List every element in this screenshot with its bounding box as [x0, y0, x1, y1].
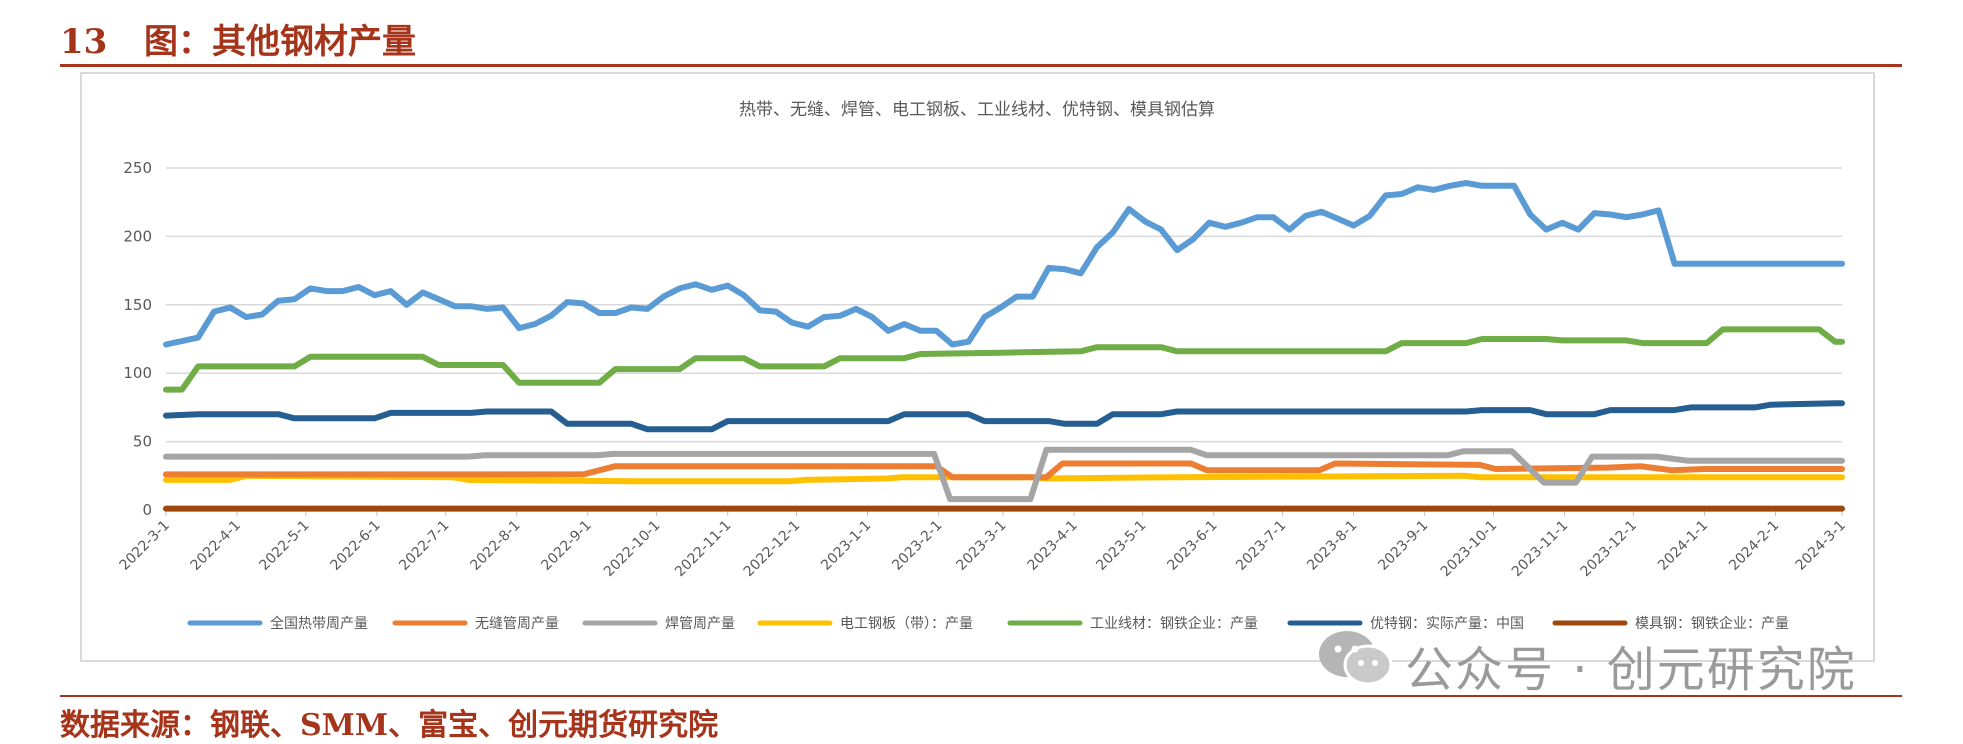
- figure-title-text: 图：其他钢材产量: [144, 22, 416, 62]
- legend: 全国热带周产量 无缝管周产量 焊管周产量 电工钢板（带）：产量 工业线材：钢铁企业：产量…: [187, 615, 1789, 632]
- wechat-icon: [1319, 631, 1393, 686]
- legend-label-4: 工业线材：钢铁企业：产量: [1090, 615, 1258, 632]
- figure-title: 13 图：其他钢材产量: [60, 14, 416, 62]
- y-tick-label: 250: [123, 159, 152, 177]
- x-tick-label: 2022-5-1: [256, 518, 312, 574]
- x-tick-label: 2022-12-1: [741, 518, 804, 581]
- x-tick-label: 2022-7-1: [396, 518, 452, 574]
- x-tick-label: 2023-4-1: [1025, 518, 1081, 574]
- y-tick-label: 150: [123, 296, 152, 314]
- y-tick-label: 0: [142, 501, 152, 519]
- source-note: 数据来源：钢联、SMM、富宝、创元期货研究院: [60, 708, 719, 743]
- legend-label-1: 无缝管周产量: [475, 616, 559, 632]
- x-tick-label: 2023-12-1: [1578, 518, 1641, 581]
- x-tick-label: 2022-3-1: [117, 518, 173, 574]
- x-tick-label: 2022-4-1: [188, 518, 244, 574]
- y-tick-label: 200: [123, 227, 152, 245]
- watermark-text: 公众号 · 创元研究院: [1405, 642, 1857, 698]
- watermark: 公众号 · 创元研究院: [1310, 622, 1920, 698]
- bottom-rule: [60, 695, 1902, 697]
- x-tick-label: 2023-9-1: [1375, 518, 1431, 574]
- x-tick-label: 2023-3-1: [953, 518, 1009, 574]
- x-axis: 2022-3-1 2022-4-1 2022-5-1 2022-6-1 2022-7-1…: [117, 510, 1849, 580]
- series-lines: [163, 180, 1845, 512]
- x-tick-label: 2023-7-1: [1233, 518, 1289, 574]
- y-tick-label: 50: [133, 433, 152, 451]
- x-tick-label: 2022-10-1: [601, 518, 664, 581]
- series-line-4: [163, 326, 1845, 393]
- x-tick-label: 2024-2-1: [1726, 518, 1782, 574]
- legend-label-6: 模具钢：钢铁企业：产量: [1635, 615, 1789, 632]
- x-tick-label: 2023-8-1: [1304, 518, 1360, 574]
- top-rule: [60, 64, 1902, 67]
- legend-label-5: 优特钢：实际产量：中国: [1370, 616, 1524, 632]
- y-tick-label: 100: [123, 364, 152, 382]
- series-line-1: [163, 460, 1845, 481]
- series-line-2: [163, 446, 1845, 503]
- x-tick-label: 2023-11-1: [1509, 518, 1572, 581]
- x-tick-label: 2023-2-1: [889, 518, 945, 574]
- x-tick-label: 2024-1-1: [1655, 518, 1711, 574]
- legend-label-3: 电工钢板（带）：产量: [840, 616, 973, 632]
- legend-label-2: 焊管周产量: [665, 616, 735, 632]
- chart-title: 热带、无缝、焊管、电工钢板、工业线材、优特钢、模具钢估算: [739, 100, 1215, 120]
- x-tick-label: 2022-8-1: [467, 518, 523, 574]
- chart-frame: [80, 72, 1875, 662]
- series-line-0: [163, 180, 1845, 348]
- x-tick-label: 2022-6-1: [328, 518, 384, 574]
- x-tick-label: 2023-10-1: [1438, 518, 1501, 581]
- series-line-5: [163, 400, 1845, 433]
- figure-number: 13: [60, 22, 108, 62]
- x-tick-label: 2022-11-1: [672, 518, 735, 581]
- x-tick-label: 2022-9-1: [538, 518, 594, 574]
- x-tick-label: 2023-6-1: [1164, 518, 1220, 574]
- x-tick-label: 2024-3-1: [1793, 518, 1849, 574]
- x-tick-label: 2023-1-1: [818, 518, 874, 574]
- x-tick-label: 2023-5-1: [1093, 518, 1149, 574]
- legend-label-0: 全国热带周产量: [270, 615, 368, 632]
- y-axis: 0 50 100 150 200 250: [123, 159, 152, 519]
